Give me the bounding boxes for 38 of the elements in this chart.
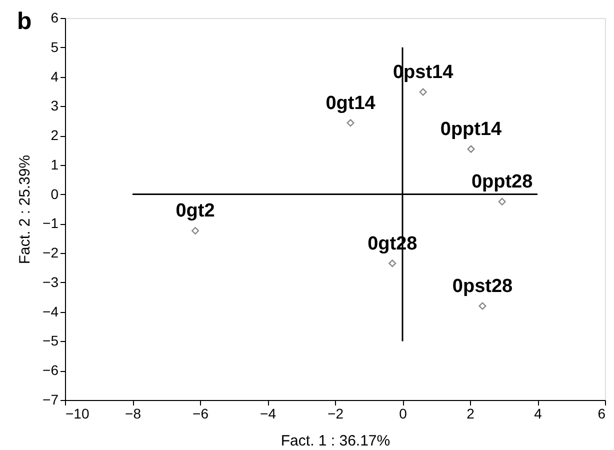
point — [498, 198, 506, 206]
point — [478, 302, 486, 310]
point — [419, 88, 427, 96]
point — [192, 226, 200, 235]
y-tick-label: −6 — [42, 362, 59, 378]
x-tick-label: 4 — [534, 406, 542, 422]
annotation: 0ppt28 — [471, 172, 533, 193]
x-tick-label: 2 — [466, 406, 475, 422]
y-tick-label: 0 — [50, 186, 59, 202]
y-tick-label: −5 — [42, 332, 59, 349]
y-tick-label: 5 — [50, 38, 59, 55]
x-tick-label: 0 — [399, 406, 408, 422]
point — [388, 260, 396, 268]
y-tick-label: 1 — [50, 156, 59, 172]
y-tick-label: −4 — [42, 303, 59, 320]
x-tick-label: 6 — [598, 406, 606, 422]
point — [346, 119, 354, 127]
y-tick-label: 4 — [50, 68, 59, 84]
y-tick-label: −2 — [42, 244, 59, 261]
y-tick-label: −3 — [42, 274, 59, 290]
annotation: 0pst28 — [452, 276, 513, 297]
y-tick-label: 6 — [50, 10, 59, 26]
annotation: 0ppt14 — [440, 119, 502, 140]
text: b — [17, 8, 32, 35]
x-tick-label: −8 — [125, 406, 142, 422]
x-axis-title: Fact. 1 : 36.17% — [280, 432, 390, 450]
y-tick-label: −7 — [42, 392, 59, 408]
y-tick-label: 2 — [50, 127, 59, 144]
x-tick-label: −10 — [66, 406, 90, 422]
x-tick-label: −4 — [260, 406, 276, 422]
point — [467, 145, 475, 153]
x-tick-label: −6 — [192, 406, 209, 422]
y-tick-label: 3 — [50, 98, 59, 114]
y-axis-title: Fact. 2 : 25.39% — [16, 154, 34, 264]
x-tick-label: −2 — [328, 406, 344, 422]
annotation: 0gt14 — [326, 92, 376, 114]
annotation: 0gt2 — [176, 200, 215, 222]
y-tick-label: −1 — [42, 215, 59, 232]
